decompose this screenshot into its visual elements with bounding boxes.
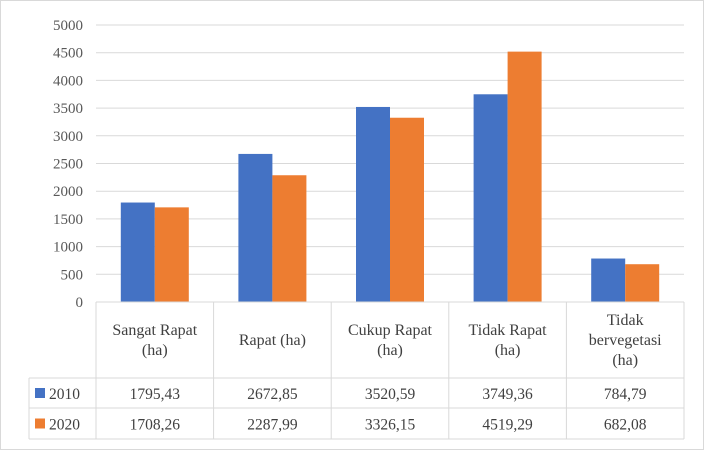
y-tick-label: 500	[61, 267, 84, 283]
data-label: 1795,43	[130, 386, 181, 403]
category-label: (ha)	[612, 352, 638, 369]
category-label: Sangat Rapat	[112, 322, 197, 339]
y-tick-label: 1000	[53, 240, 83, 256]
y-axis-ticks: 0 500 1000 1500 2000 2500 3000 3500 4000 4500 5000	[53, 18, 83, 311]
bar-2010	[238, 153, 273, 302]
category-label: (ha)	[142, 342, 168, 359]
data-label: 2287,99	[247, 417, 298, 434]
legend-key-2010	[35, 388, 45, 398]
category-label: Tidak	[607, 312, 644, 329]
y-tick-label: 4000	[53, 73, 83, 89]
category-label: Cukup Rapat	[348, 322, 433, 339]
category-label: bervegetasi	[589, 332, 662, 349]
data-label: 1708,26	[130, 417, 181, 434]
data-label: 4519,29	[482, 417, 533, 434]
bar-2020	[272, 175, 307, 302]
category-label: (ha)	[495, 342, 521, 359]
category-label: (ha)	[377, 342, 403, 359]
y-tick-label: 0	[76, 295, 84, 311]
legend-key-2020	[35, 418, 45, 429]
data-label: 2672,85	[247, 386, 298, 403]
category-label: Tidak Rapat	[469, 322, 548, 339]
data-label: 3520,59	[365, 386, 416, 403]
data-label: 784,79	[604, 386, 647, 403]
bar-2010	[591, 258, 626, 302]
data-label: 682,08	[604, 417, 647, 434]
bar-2010	[120, 202, 155, 302]
bar-2020	[507, 51, 542, 302]
legend-label: 2020	[49, 417, 80, 434]
bar-2020	[625, 264, 660, 302]
bar-2020	[390, 117, 424, 302]
y-tick-label: 3000	[53, 129, 83, 145]
bar-2020	[154, 207, 189, 302]
bar-2010	[473, 94, 508, 302]
y-tick-label: 3500	[53, 101, 83, 117]
y-tick-label: 2000	[53, 184, 83, 200]
bars	[120, 51, 660, 302]
data-label: 3326,15	[365, 417, 416, 434]
y-tick-label: 5000	[53, 18, 83, 34]
category-label: Rapat (ha)	[239, 332, 306, 349]
y-tick-label: 1500	[53, 212, 83, 228]
data-table: Sangat Rapat (ha) Rapat (ha) Cukup Rapat (ha…	[28, 301, 685, 440]
data-label: 3749,36	[482, 386, 533, 403]
bar-2010	[356, 106, 390, 302]
legend-label: 2010	[49, 386, 80, 403]
y-tick-label: 4500	[53, 46, 83, 62]
y-tick-label: 2500	[53, 157, 83, 173]
